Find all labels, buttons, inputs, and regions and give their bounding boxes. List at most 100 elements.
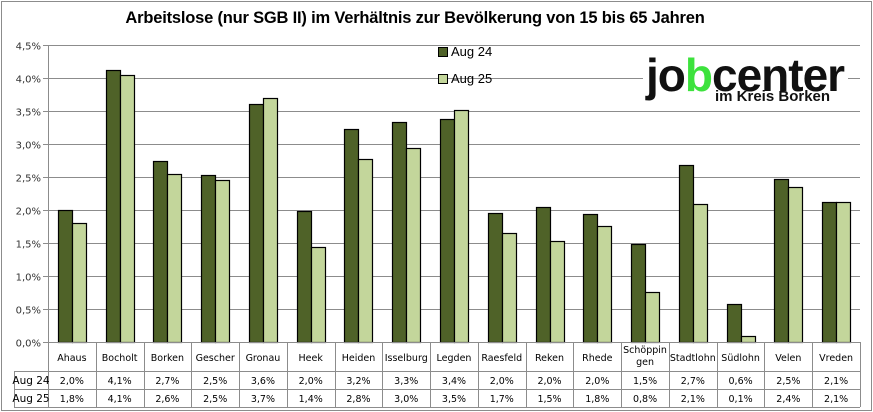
logo-wordmark: jobcenter (646, 49, 845, 101)
table-cell-value: 3,3% (394, 376, 418, 387)
bar-aug-25 (501, 232, 518, 344)
y-axis-ticks: 0,0% 0,5% 1,0% 1,5% 2,0% 2,5% 3,0% 3,5% 4,0% 4,5% (16, 42, 41, 350)
category-label: Isselburg (385, 353, 428, 364)
table-cell-value: 1,7% (490, 394, 514, 405)
table-cell-value: 1,5% (537, 394, 561, 405)
bar-aug-25 (166, 173, 183, 344)
table-cell-value: 3,7% (251, 394, 275, 405)
bar-aug-25 (357, 158, 374, 344)
category-label: Bocholt (102, 353, 138, 364)
category-label: Rhede (582, 353, 612, 364)
logo-subtitle: im Kreis Borken (715, 88, 831, 105)
bar-aug-25 (740, 335, 757, 344)
table-cell-value: 2,8% (346, 394, 370, 405)
y-tick-label: 3,0% (16, 141, 41, 152)
category-label: Velen (775, 353, 801, 364)
table-cell-value: 2,0% (490, 376, 514, 387)
category-label: Südlohn (721, 353, 760, 364)
table-cell-value: 2,4% (776, 394, 800, 405)
legend-label-aug-25: Aug 25 (451, 71, 493, 86)
bar-aug-25 (405, 147, 422, 344)
table-cell-value: 3,0% (394, 394, 418, 405)
bar-aug-24 (535, 206, 552, 344)
category-label: Reken (535, 353, 564, 364)
table-cell-value: 2,5% (203, 376, 227, 387)
bars (57, 69, 852, 344)
table-cell-value: 2,7% (681, 376, 705, 387)
bar-aug-24 (487, 212, 504, 344)
table-cell-value: 2,0% (299, 376, 323, 387)
category-label: Gronau (246, 353, 281, 364)
table-cell-value: 3,4% (442, 376, 466, 387)
bar-aug-24 (773, 178, 790, 344)
bar-aug-24 (57, 209, 74, 344)
bar-aug-25 (310, 246, 327, 344)
bar-aug-25 (692, 203, 709, 344)
table-cell-value: 1,8% (60, 394, 84, 405)
table-cell-value: 2,5% (776, 376, 800, 387)
table-cell-value: 2,1% (824, 394, 848, 405)
category-label: Ahaus (57, 353, 86, 364)
bar-aug-24 (343, 128, 360, 344)
category-label: Heek (299, 353, 324, 364)
bar-aug-25 (787, 186, 804, 344)
bar-aug-24 (678, 164, 695, 344)
y-tick-label: 2,0% (16, 207, 41, 218)
category-label: Gescher (196, 353, 235, 364)
bar-aug-25 (214, 179, 231, 344)
y-tick-label: 4,5% (16, 42, 41, 53)
table-cell-value: 0,6% (729, 376, 753, 387)
table-cell-value: 1,8% (585, 394, 609, 405)
y-tick-label: 1,5% (16, 240, 41, 251)
category-label: Heiden (342, 353, 376, 364)
bar-aug-24 (248, 103, 265, 344)
bar-aug-25 (644, 291, 661, 344)
bar-aug-24 (821, 201, 838, 344)
category-label: Stadtlohn (670, 353, 716, 364)
table-cell-value: 2,5% (203, 394, 227, 405)
table-cell-value: 2,6% (155, 394, 179, 405)
table-cell-value: 2,0% (60, 376, 84, 387)
bar-aug-24 (439, 118, 456, 344)
table-cell-value: 1,4% (299, 394, 323, 405)
legend-swatch-aug-24 (438, 46, 448, 57)
bar-aug-24 (105, 69, 122, 344)
table-cell-value: 2,0% (537, 376, 561, 387)
table-cell-value: 4,1% (108, 394, 132, 405)
y-tick-label: 3,5% (16, 108, 41, 119)
table-cell-value: 4,1% (108, 376, 132, 387)
bar-aug-25 (71, 222, 88, 344)
legend-swatch-aug-25 (438, 73, 448, 84)
bar-aug-25 (596, 225, 613, 344)
bar-aug-25 (835, 201, 852, 344)
bar-aug-25 (262, 97, 279, 344)
bar-aug-25 (453, 109, 470, 344)
legend-item-aug-25: Aug 25 (438, 71, 492, 86)
bar-aug-24 (726, 303, 743, 344)
bar-aug-24 (296, 210, 313, 344)
table-cell-value: 2,1% (681, 394, 705, 405)
legend-label-aug-24: Aug 24 (451, 44, 493, 59)
category-label: Borken (151, 353, 184, 364)
bar-aug-24 (630, 243, 647, 344)
bar-aug-24 (391, 121, 408, 344)
y-tick-label: 2,5% (16, 174, 41, 185)
y-tick-label: 0,0% (16, 339, 41, 350)
bar-aug-24 (582, 213, 599, 344)
category-label: gen (636, 357, 654, 368)
bar-aug-25 (549, 240, 566, 344)
bar-aug-25 (119, 74, 136, 344)
category-label: Raesfeld (481, 353, 522, 364)
y-tick-label: 4,0% (16, 75, 41, 86)
table-row-label: Aug 24 (12, 375, 50, 387)
jobcenter-logo: jobcenter im Kreis Borken (643, 49, 848, 108)
category-label: Legden (437, 353, 472, 364)
table-cell-value: 0,8% (633, 394, 657, 405)
table-cell-value: 3,5% (442, 394, 466, 405)
y-tick-label: 0,5% (16, 306, 41, 317)
legend-item-aug-24: Aug 24 (438, 44, 492, 59)
y-tick-label: 1,0% (16, 273, 41, 284)
category-label: Vreden (819, 353, 853, 364)
table-cell-value: 0,1% (729, 394, 753, 405)
